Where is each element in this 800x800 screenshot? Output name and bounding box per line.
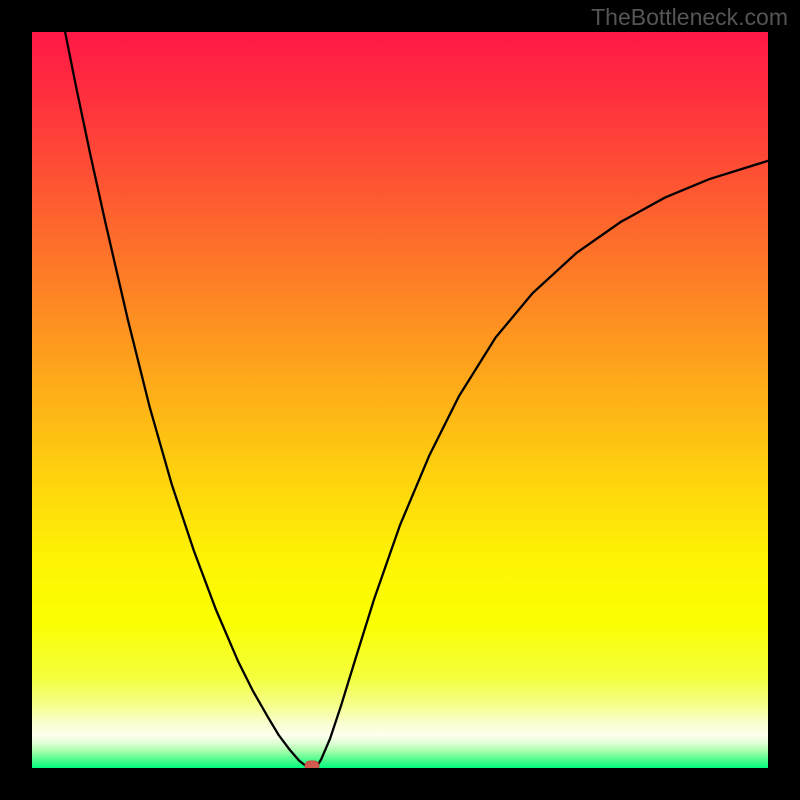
- chart-frame: TheBottleneck.com: [0, 0, 800, 800]
- curve-left-branch: [65, 32, 306, 767]
- curve-right-branch: [317, 161, 768, 767]
- frame-border-left: [0, 0, 32, 800]
- watermark-text: TheBottleneck.com: [591, 4, 788, 31]
- bottleneck-curve: [32, 32, 768, 768]
- bottleneck-marker: [304, 760, 319, 768]
- frame-border-bottom: [0, 768, 800, 800]
- plot-area: [32, 32, 768, 768]
- frame-border-right: [768, 0, 800, 800]
